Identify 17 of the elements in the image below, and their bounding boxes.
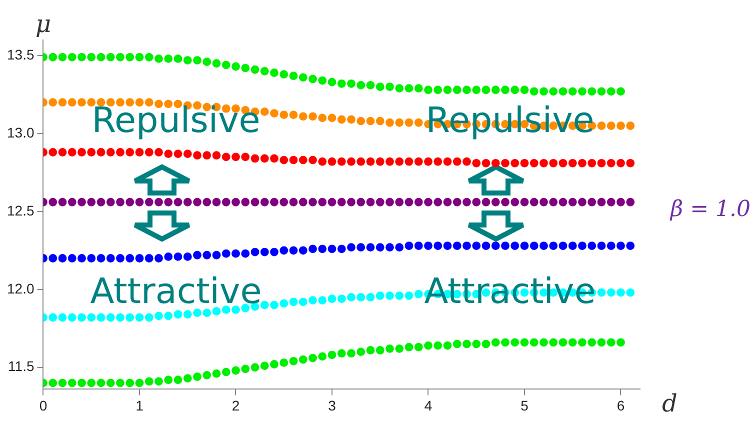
x-axis-title: d [662,389,678,418]
y-tick-label: 12.0 [7,280,34,296]
x-tick-label: 5 [520,397,529,414]
y-tick-label: 11.5 [8,358,34,374]
y-tick-label: 12.5 [7,202,34,218]
annotation: Repulsive [92,101,260,142]
y-tick-label: 13.0 [7,124,34,140]
y-axis-title: μ [35,10,52,38]
x-tick-label: 4 [424,397,432,414]
x-tick-label: 6 [616,397,625,414]
y-tick-label: 13.5 [7,46,34,62]
x-tick-label: 0 [39,397,48,414]
annotation: β = 1.0 [669,196,751,222]
annotation: Attractive [90,272,262,312]
x-tick-label: 3 [328,397,336,414]
x-tick-label: 2 [232,397,240,414]
x-tick-label: 1 [136,397,144,414]
